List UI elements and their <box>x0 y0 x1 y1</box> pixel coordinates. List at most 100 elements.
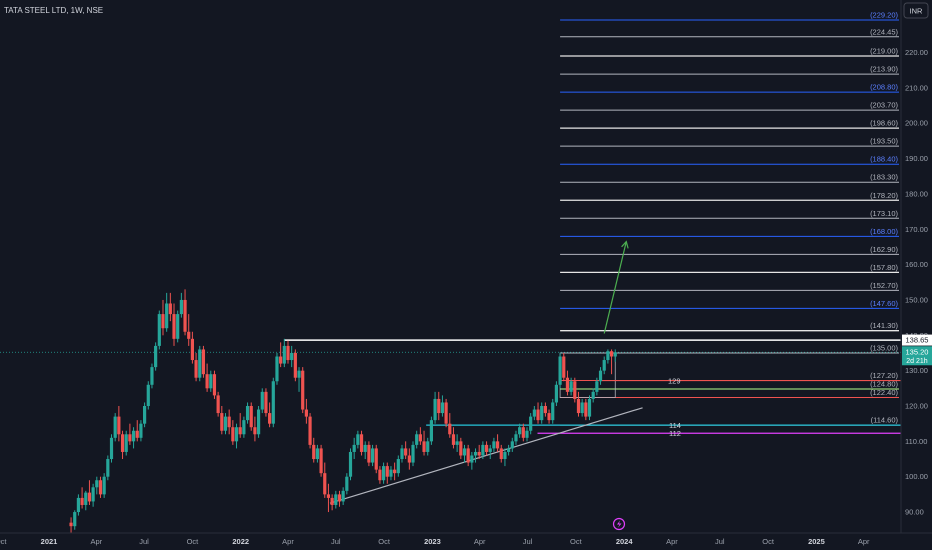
projection-arrowhead <box>621 240 629 249</box>
candle-body <box>396 459 400 474</box>
target-level-label: (229.20) <box>870 10 898 19</box>
candle-body <box>580 402 584 414</box>
candle-body <box>540 406 544 421</box>
candle-body <box>341 490 345 502</box>
candle-body <box>484 444 489 452</box>
candle-body <box>223 416 228 431</box>
candle-body <box>201 349 206 375</box>
candle-body <box>459 441 463 456</box>
candle-body <box>554 384 559 403</box>
candle-body <box>576 398 581 414</box>
target-level-label: (203.70) <box>870 101 898 110</box>
horizontal-line-label: 114 <box>669 421 681 430</box>
price-tick-label: 210.00 <box>905 83 928 92</box>
candle-body <box>407 455 411 463</box>
candle-body <box>595 381 599 392</box>
time-tick-label: Apr <box>474 537 486 546</box>
candle-body <box>448 423 452 435</box>
candle-body <box>455 441 459 445</box>
time-tick-label: Apr <box>282 537 294 546</box>
time-tick-label: Jul <box>139 537 149 546</box>
candle-body <box>363 444 367 452</box>
candle-body <box>584 402 588 417</box>
candle-body <box>168 303 172 315</box>
candle-body <box>426 441 430 452</box>
candle-body <box>503 451 507 460</box>
candle-body <box>569 381 573 392</box>
target-level-label: (141.30) <box>870 321 898 330</box>
time-tick-label: Jul <box>331 537 341 546</box>
target-level-label: (157.80) <box>870 263 898 272</box>
price-tick-label: 160.00 <box>905 260 928 269</box>
candle-body <box>334 494 338 505</box>
candle-body <box>356 434 360 445</box>
time-tick-label: 2021 <box>41 537 58 546</box>
candle-body <box>451 434 456 445</box>
candle-body <box>466 448 470 463</box>
price-tick-label: 100.00 <box>905 472 928 481</box>
candle-body <box>209 374 213 389</box>
candle-body <box>256 409 261 435</box>
countdown-label: 2d 21h <box>906 358 928 365</box>
candle-body <box>286 345 290 361</box>
candle-body <box>143 406 147 424</box>
candle-body <box>609 351 614 357</box>
target-level-label: (208.80) <box>870 83 898 92</box>
candle-body <box>462 448 467 456</box>
flash-icon[interactable] <box>612 517 626 531</box>
time-axis[interactable]: Oct 2021 Apr Jul Oct 2022 Apr Jul Oct 2023 Apr Jul O… <box>0 537 870 546</box>
candle-body <box>227 416 231 428</box>
candle-body <box>194 360 198 378</box>
candle-body <box>73 512 77 527</box>
target-level-label: (173.10) <box>870 209 898 218</box>
candle-body <box>98 480 103 495</box>
candle-body <box>231 427 235 442</box>
target-level-label: (188.40) <box>870 155 898 164</box>
candle-body <box>165 303 169 329</box>
resistance-price-tag <box>902 334 932 346</box>
price-tick-label: 150.00 <box>905 295 928 304</box>
candle-body <box>190 338 194 361</box>
candle-body <box>499 448 503 460</box>
candle-body <box>323 473 327 495</box>
candle-body <box>234 427 239 442</box>
time-tick-label: 2022 <box>232 537 249 546</box>
currency-button[interactable]: INR <box>903 2 929 19</box>
candle-body <box>76 497 81 513</box>
price-tick-label: 110.00 <box>905 437 927 446</box>
candle-body <box>91 487 95 502</box>
candle-body <box>271 381 275 424</box>
horizontal-line-label: 129 <box>668 377 681 386</box>
price-tick-label: 220.00 <box>905 48 928 57</box>
candle-body <box>264 391 268 414</box>
candle-body <box>293 352 297 378</box>
candle-body <box>591 391 595 399</box>
target-level-label: (162.90) <box>870 245 898 254</box>
candle-body <box>411 444 415 463</box>
candle-body <box>565 377 570 392</box>
candle-body <box>521 427 525 438</box>
symbol-title: TATA STEEL LTD, 1W, NSE <box>4 6 103 15</box>
candle-body <box>187 331 191 339</box>
time-tick-label: 2025 <box>808 537 825 546</box>
candle-body <box>352 444 356 452</box>
candle-body <box>212 374 217 396</box>
candle-body <box>268 413 272 424</box>
candle-body <box>337 494 342 502</box>
time-tick-label: Apr <box>90 537 102 546</box>
candle-body <box>150 367 154 385</box>
candle-body <box>393 469 397 474</box>
candle-body <box>69 522 73 527</box>
candle-body <box>529 416 533 431</box>
candle-body <box>260 391 264 410</box>
target-level-label: (193.50) <box>870 137 898 146</box>
candle-body <box>220 413 224 431</box>
candle-body <box>172 314 176 339</box>
candle-body <box>389 469 393 477</box>
horizontal-line-label: 112 <box>669 429 681 438</box>
time-tick-label: 2023 <box>424 537 441 546</box>
candle-body <box>157 314 161 346</box>
candle-body <box>415 434 419 445</box>
candle-body <box>404 448 408 456</box>
